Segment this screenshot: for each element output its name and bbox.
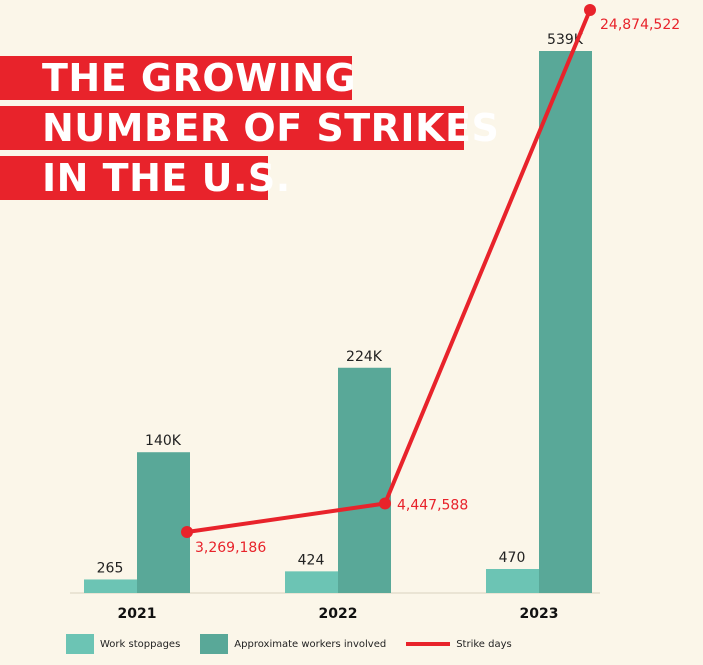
label-workers-involved-2021: 140K xyxy=(145,433,182,449)
bar-workers-involved-2023 xyxy=(539,51,592,593)
label-strike-days-2021: 3,269,186 xyxy=(195,540,266,556)
category-label-2021: 2021 xyxy=(118,606,157,622)
strike-days-point-2022 xyxy=(379,497,391,510)
legend-swatch-work-stoppages xyxy=(66,634,94,654)
legend-label-workers-involved: Approximate workers involved xyxy=(234,638,387,650)
label-workers-involved-2022: 224K xyxy=(346,349,383,365)
legend-swatch-strike-days xyxy=(406,642,451,646)
legend-label-work-stoppages: Work stoppages xyxy=(100,638,181,650)
label-work-stoppages-2023: 470 xyxy=(499,550,526,566)
label-strike-days-2023: 24,874,522 xyxy=(600,17,680,33)
title-line-1: THE GROWING xyxy=(42,56,357,100)
legend-swatch-workers-involved xyxy=(200,634,229,654)
legend-label-strike-days: Strike days xyxy=(456,638,512,650)
category-label-2022: 2022 xyxy=(319,606,358,622)
bar-workers-involved-2021 xyxy=(137,452,190,593)
strike-days-point-2021 xyxy=(181,526,193,538)
bar-work-stoppages-2022 xyxy=(285,571,338,593)
legend-item-work-stoppages: Work stoppages xyxy=(66,634,180,654)
title-line-3: IN THE U.S. xyxy=(42,156,291,200)
title-band-2 xyxy=(0,106,464,150)
title-band-1 xyxy=(0,56,352,100)
legend-item-workers-involved: Approximate workers involved xyxy=(200,634,386,654)
title-band-3 xyxy=(0,156,268,200)
label-strike-days-2022: 4,447,588 xyxy=(397,498,468,514)
category-label-2023: 2023 xyxy=(520,606,559,622)
strike-days-point-2023 xyxy=(584,4,596,16)
legend-item-strike-days: Strike days xyxy=(406,639,512,650)
bar-workers-involved-2022 xyxy=(338,367,391,593)
label-work-stoppages-2021: 265 xyxy=(97,560,124,576)
legend: Work stoppages Approximate workers invol… xyxy=(66,633,532,655)
bar-work-stoppages-2021 xyxy=(84,579,137,593)
chart: 265140K2021424224K2022470539K20233,269,1… xyxy=(70,4,680,622)
label-work-stoppages-2022: 424 xyxy=(298,552,325,568)
title-line-2: NUMBER OF STRIKES xyxy=(42,106,500,150)
bar-work-stoppages-2023 xyxy=(486,569,539,593)
